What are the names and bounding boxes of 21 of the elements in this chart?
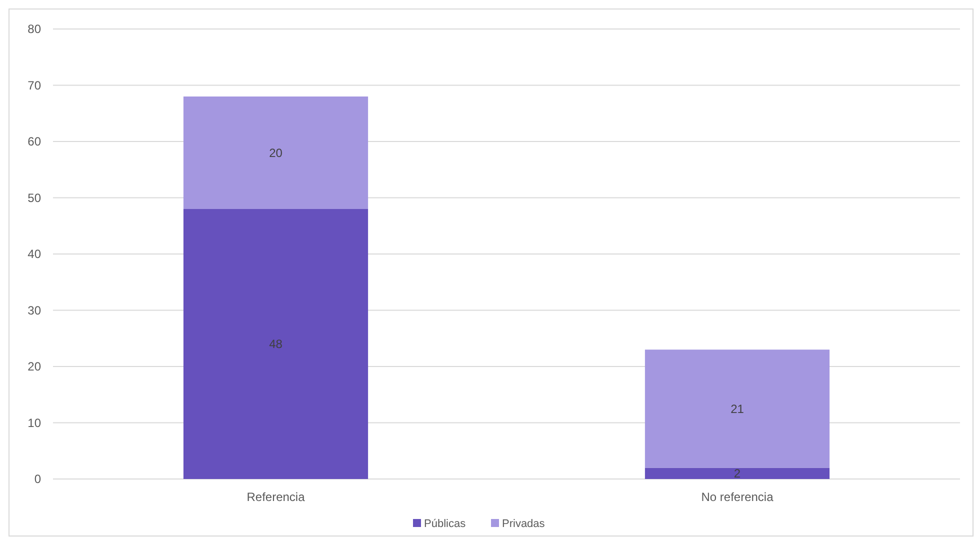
y-tick-label: 80 [28,22,42,36]
bar [644,468,830,479]
legend-label: Privadas [502,518,546,530]
y-tick-label: 0 [34,472,42,486]
bar [183,209,368,479]
y-tick-label: 40 [28,247,42,262]
x-tick-label: Referencia [246,490,306,504]
y-tick-label: 70 [28,78,42,92]
data-label: 21 [730,402,744,416]
bar [183,96,368,209]
data-label: 48 [269,337,283,352]
y-tick-label: 60 [28,134,42,149]
y-tick-label: 30 [28,303,42,318]
bar [644,350,830,468]
y-tick-label: 10 [28,416,42,430]
data-label: 20 [269,146,283,160]
data-label: 2 [734,466,741,481]
y-tick-label: 20 [28,360,42,374]
x-tick-label: No referencia [701,490,774,504]
y-tick-label: 50 [28,190,42,205]
legend-label: Públicas [424,518,466,530]
